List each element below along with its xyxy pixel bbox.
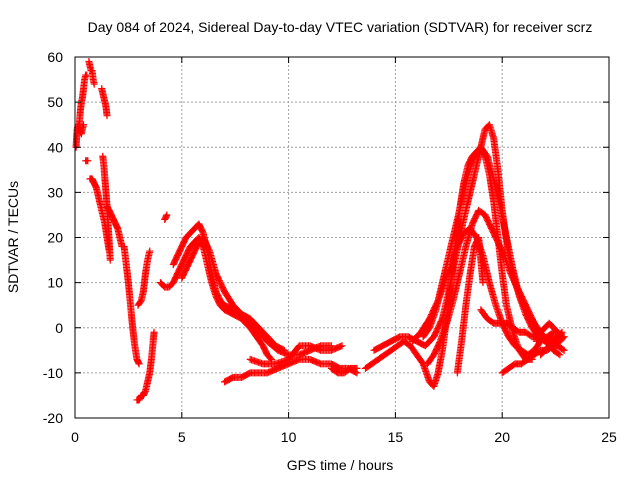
data-point <box>479 279 487 287</box>
grid <box>75 57 609 418</box>
x-tick-label: 10 <box>281 429 297 445</box>
data-point <box>557 329 565 337</box>
data-point <box>90 80 98 88</box>
series-trace-12 <box>161 211 171 223</box>
series-trace-05 <box>82 157 92 165</box>
y-tick-label: 0 <box>55 320 63 336</box>
data-point <box>103 112 111 120</box>
series-trace-02 <box>75 71 91 129</box>
x-tick-label: 25 <box>601 429 617 445</box>
series-trace-24 <box>453 234 487 377</box>
data-point <box>559 345 567 353</box>
data-point <box>338 342 346 350</box>
chart-title: Day 084 of 2024, Sidereal Day-to-day VTE… <box>88 19 593 35</box>
data-point <box>83 71 91 79</box>
x-tick-label: 15 <box>388 429 404 445</box>
y-tick-label: 40 <box>47 139 63 155</box>
y-tick-label: -10 <box>43 365 63 381</box>
y-tick-label: 30 <box>47 184 63 200</box>
series-trace-17 <box>246 342 346 368</box>
y-tick-label: 20 <box>47 230 63 246</box>
series-trace-08 <box>103 202 126 251</box>
data-points <box>72 58 568 404</box>
data-point <box>555 350 563 358</box>
axis-ticks: 0 5 10 15 20 25 -20 -10 0 10 20 30 40 50 60 <box>43 49 617 445</box>
series-trace-28 <box>537 328 566 359</box>
series-trace-14 <box>169 220 288 354</box>
series-trace-27 <box>532 319 566 345</box>
data-point <box>548 329 556 337</box>
y-tick-label: 60 <box>47 49 63 65</box>
x-tick-label: 20 <box>494 429 510 445</box>
x-tick-label: 5 <box>178 429 186 445</box>
data-point <box>150 328 158 336</box>
data-point <box>560 346 568 354</box>
x-axis-label: GPS time / hours <box>287 457 394 473</box>
y-axis-label: SDTVAR / TECUs <box>5 181 21 293</box>
data-point <box>556 351 564 359</box>
series-trace-04 <box>98 85 111 120</box>
series-trace-03 <box>85 58 98 88</box>
series-trace-09 <box>120 243 143 368</box>
data-point <box>163 211 171 219</box>
y-tick-label: 10 <box>47 275 63 291</box>
series-trace-06 <box>86 175 113 255</box>
series-trace-23 <box>419 143 543 341</box>
series-trace-10 <box>134 247 154 309</box>
y-tick-label: -20 <box>43 410 63 426</box>
x-tick-label: 0 <box>71 429 79 445</box>
y-tick-label: 50 <box>47 94 63 110</box>
data-point <box>106 256 114 264</box>
data-point <box>353 364 361 372</box>
data-point <box>84 157 92 165</box>
data-point <box>146 247 154 255</box>
series-trace-11 <box>133 328 158 404</box>
series-trace-18 <box>327 364 361 377</box>
data-point <box>558 328 566 336</box>
data-point <box>135 360 143 368</box>
